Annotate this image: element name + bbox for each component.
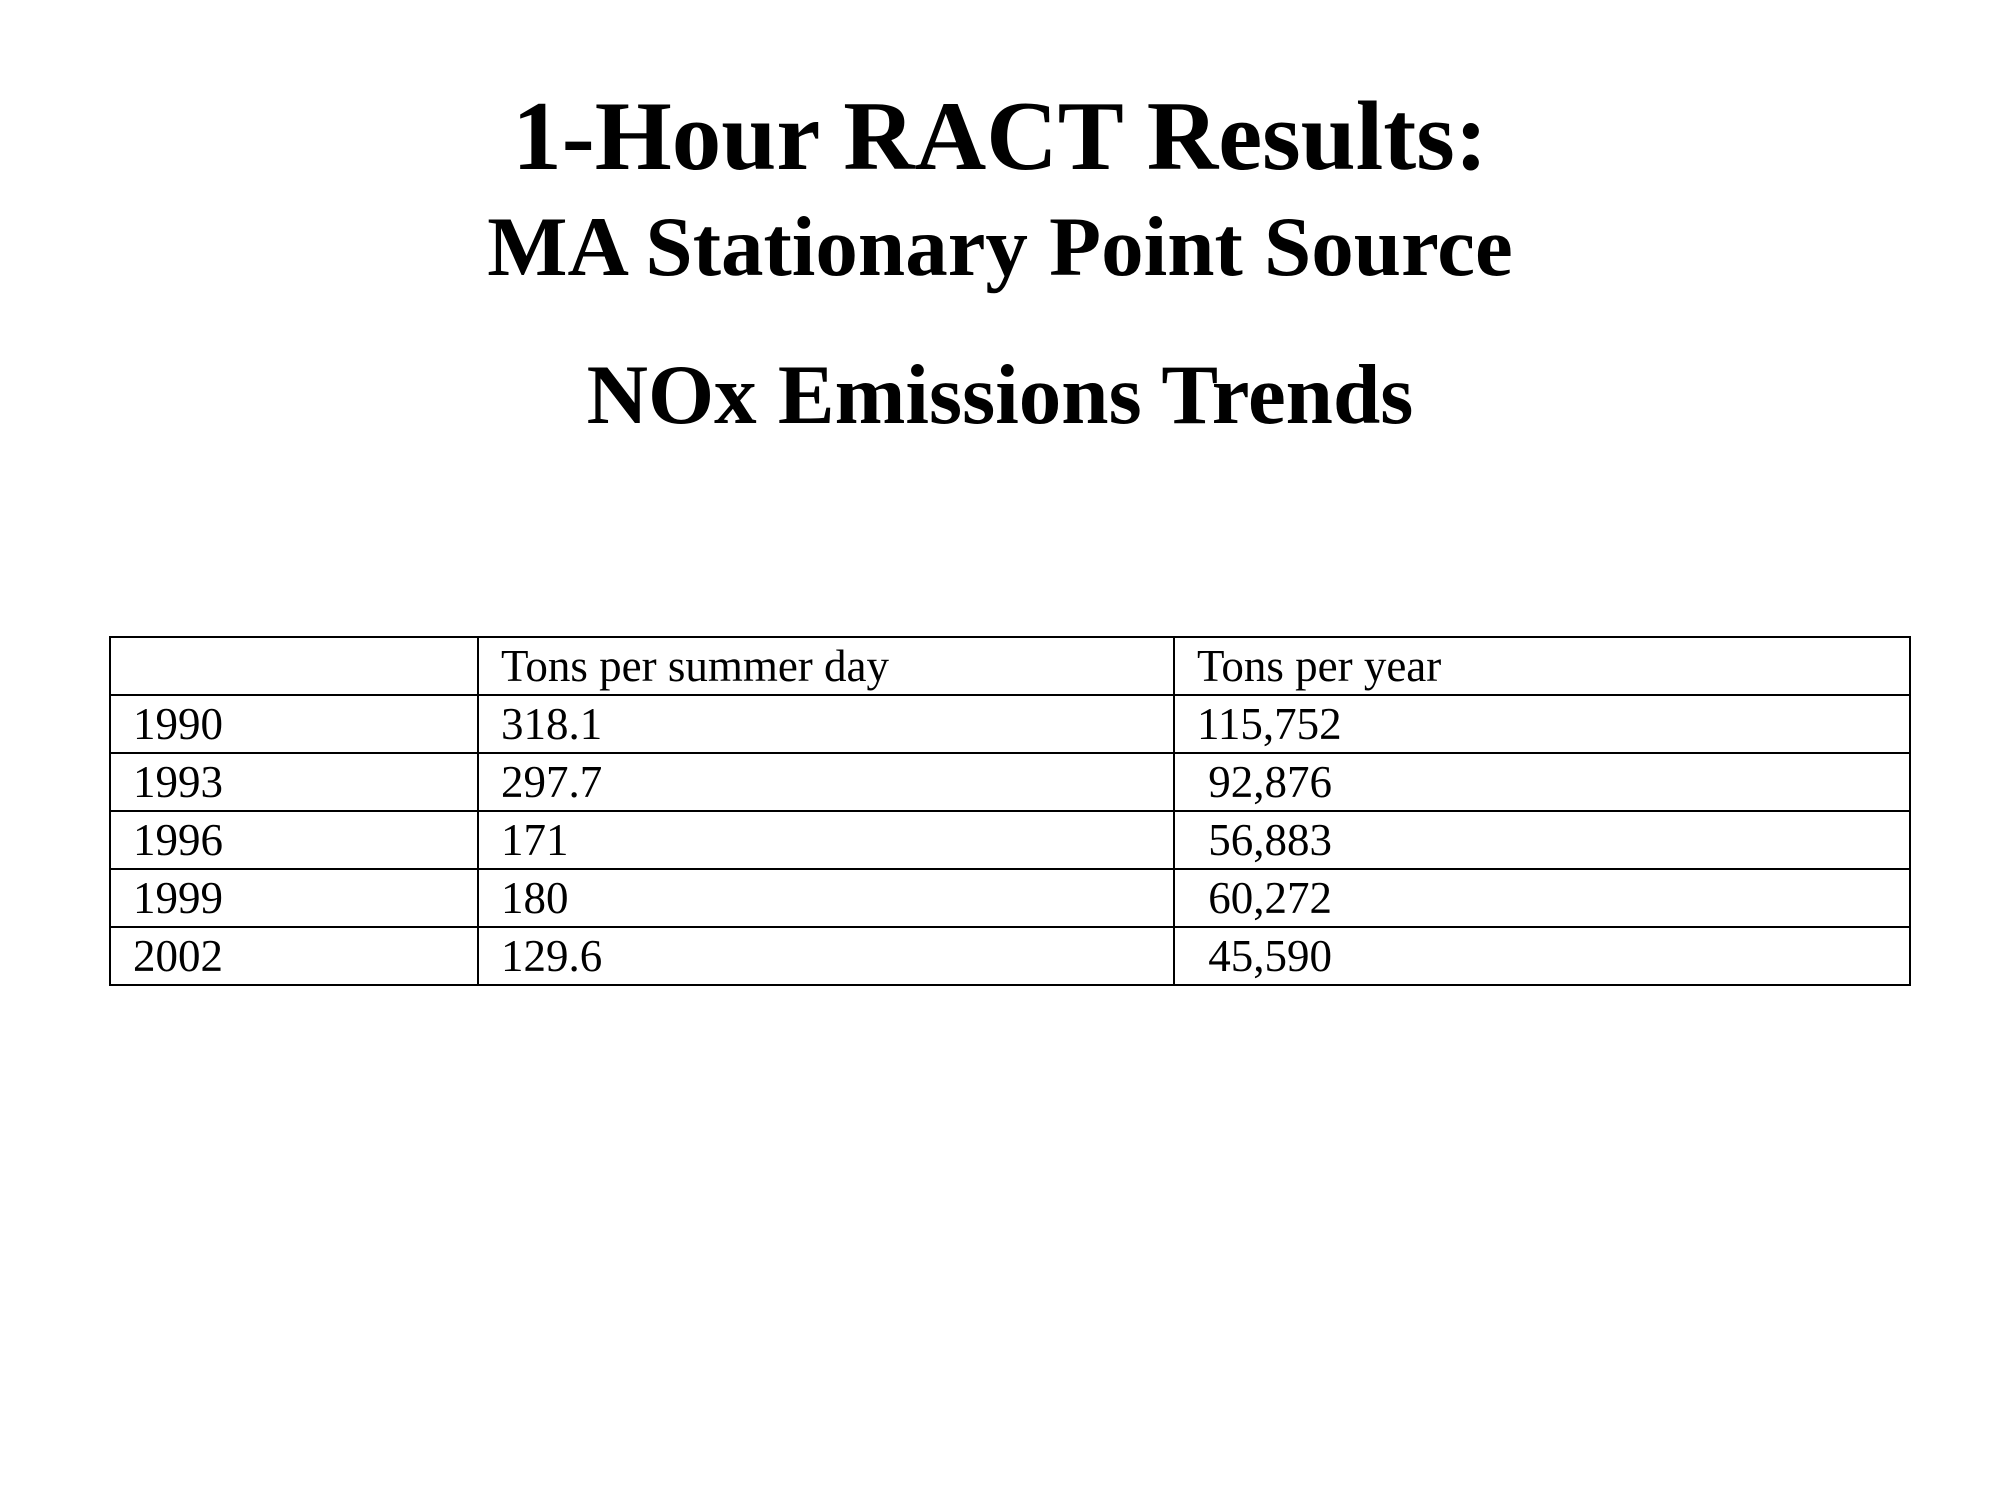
table-row: 1999 180 60,272	[109, 868, 1911, 928]
table-header-row: Tons per summer day Tons per year	[109, 636, 1911, 696]
year-cell: 1990	[109, 694, 479, 754]
per-year-cell: 60,272	[1173, 868, 1911, 928]
summer-day-cell: 171	[477, 810, 1175, 870]
table-row: 1996 171 56,883	[109, 810, 1911, 870]
header-cell-tons-per-summer-day: Tons per summer day	[477, 636, 1175, 696]
slide-subtitle-2: NOx Emissions Trends	[586, 348, 1414, 442]
table-row: 2002 129.6 45,590	[109, 926, 1911, 986]
per-year-cell: 56,883	[1173, 810, 1911, 870]
header-cell-year	[109, 636, 479, 696]
summer-day-cell: 318.1	[477, 694, 1175, 754]
per-year-cell: 45,590	[1173, 926, 1911, 986]
slide-title: 1-Hour RACT Results:	[512, 82, 1488, 191]
per-year-cell: 92,876	[1173, 752, 1911, 812]
year-cell: 1996	[109, 810, 479, 870]
table-row: 1990 318.1 115,752	[109, 694, 1911, 754]
slide-subtitle: MA Stationary Point Source	[487, 200, 1513, 294]
header-cell-tons-per-year: Tons per year	[1173, 636, 1911, 696]
summer-day-cell: 129.6	[477, 926, 1175, 986]
summer-day-cell: 297.7	[477, 752, 1175, 812]
emissions-table: Tons per summer day Tons per year 1990 3…	[109, 636, 1911, 986]
year-cell: 1999	[109, 868, 479, 928]
summer-day-cell: 180	[477, 868, 1175, 928]
year-cell: 2002	[109, 926, 479, 986]
per-year-cell: 115,752	[1173, 694, 1911, 754]
year-cell: 1993	[109, 752, 479, 812]
table-row: 1993 297.7 92,876	[109, 752, 1911, 812]
